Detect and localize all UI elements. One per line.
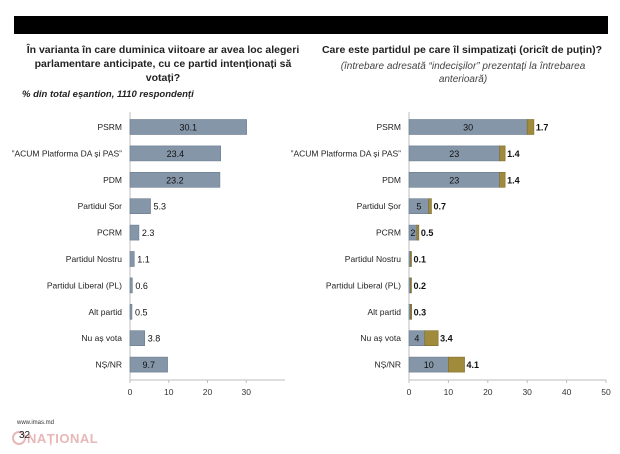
right-category-label: Partidul Liberal (PL) bbox=[326, 280, 401, 290]
right-category-label: ”ACUM Platforma DA și PAS” bbox=[291, 148, 402, 158]
left-value-label: 23.2 bbox=[166, 175, 184, 185]
right-category-label: Partidul Șor bbox=[357, 201, 402, 211]
left-value-label: 9.7 bbox=[143, 360, 156, 370]
right-value-label-declared: 5 bbox=[416, 202, 421, 212]
right-category-label: PSRM bbox=[376, 122, 401, 132]
page-number: 32 bbox=[19, 430, 31, 441]
right-bar-sympathizers bbox=[428, 198, 432, 214]
right-bar-sympathizers bbox=[410, 251, 412, 267]
left-bar bbox=[129, 224, 140, 241]
right-tick-label: 10 bbox=[444, 387, 454, 397]
left-category-label: NȘ/NR bbox=[96, 360, 122, 370]
left-value-label: 1.1 bbox=[137, 255, 150, 265]
right-bar-sympathizers bbox=[499, 145, 506, 162]
left-bar bbox=[129, 303, 133, 320]
right-value-label-sympathizers: 0.1 bbox=[414, 255, 427, 265]
right-tick-label: 40 bbox=[562, 387, 572, 397]
left-category-label: PDM bbox=[103, 175, 122, 185]
left-bar bbox=[129, 356, 168, 373]
right-chart-title: Care este partidul pe care îl simpatizaț… bbox=[321, 44, 603, 56]
left-category-label: PSRM bbox=[97, 122, 122, 132]
footer-url: www.imas.md bbox=[17, 420, 55, 426]
left-value-label: 0.5 bbox=[135, 307, 148, 317]
right-value-label-sympathizers: 0.2 bbox=[414, 281, 427, 291]
left-tick-label: 10 bbox=[164, 387, 174, 397]
right-bar-sympathizers bbox=[410, 277, 412, 294]
left-bar bbox=[129, 145, 221, 162]
left-category-label: PCRM bbox=[97, 228, 122, 238]
left-category-label: ”ACUM Platforma DA și PAS” bbox=[12, 148, 123, 158]
right-value-label-declared: 2 bbox=[410, 228, 415, 238]
logo-ring-icon bbox=[12, 431, 26, 445]
right-value-label-sympathizers: 0.5 bbox=[421, 228, 434, 238]
logo-text: NAȚIONAL bbox=[27, 431, 99, 446]
left-bar bbox=[129, 198, 151, 214]
right-chart-subtitle: (întrebare adresată “indecișilor” prezen… bbox=[340, 61, 586, 85]
right-tick-label: 50 bbox=[601, 387, 611, 397]
left-bar bbox=[129, 119, 247, 135]
right-category-label: PCRM bbox=[376, 228, 401, 238]
left-category-label: Alt partid bbox=[88, 307, 122, 317]
right-bar-sympathizers bbox=[526, 119, 535, 135]
national-logo: NAȚIONAL bbox=[12, 431, 98, 446]
right-bar-sympathizers bbox=[499, 172, 506, 188]
right-value-label-sympathizers: 0.3 bbox=[414, 307, 427, 317]
right-category-label: Nu aș vota bbox=[360, 333, 401, 343]
sample-note: % din total eșantion, 1110 respondenți bbox=[22, 89, 194, 100]
right-value-label-declared: 30 bbox=[463, 123, 473, 133]
right-value-label-sympathizers: 1.7 bbox=[536, 123, 549, 133]
right-value-label-declared: 4 bbox=[414, 334, 419, 344]
right-value-label-declared: 23 bbox=[449, 175, 459, 185]
right-value-label-sympathizers: 3.4 bbox=[440, 334, 453, 344]
right-value-label-sympathizers: 0.7 bbox=[433, 202, 446, 212]
right-tick-label: 30 bbox=[522, 387, 532, 397]
left-category-label: Partidul Nostru bbox=[66, 254, 122, 264]
right-bar-sympathizers bbox=[448, 356, 465, 373]
right-value-label-sympathizers: 4.1 bbox=[467, 360, 480, 370]
right-bar-sympathizers bbox=[424, 330, 439, 347]
right-category-label: NȘ/NR bbox=[375, 360, 401, 370]
left-category-label: Partidul Șor bbox=[78, 201, 123, 211]
left-value-label: 30.1 bbox=[180, 123, 198, 133]
right-tick-label: 20 bbox=[483, 387, 493, 397]
right-bar-sympathizers bbox=[416, 224, 420, 241]
left-value-label: 0.6 bbox=[135, 281, 148, 291]
right-value-label-declared: 10 bbox=[424, 360, 434, 370]
left-value-label: 3.8 bbox=[148, 334, 161, 344]
left-bar bbox=[129, 251, 135, 267]
right-value-label-declared: 23 bbox=[449, 149, 459, 159]
right-tick-label: 0 bbox=[407, 387, 412, 397]
right-category-label: PDM bbox=[382, 175, 401, 185]
left-bar bbox=[129, 277, 133, 294]
left-tick-label: 20 bbox=[203, 387, 213, 397]
left-value-label: 23.4 bbox=[167, 149, 185, 159]
left-category-label: Partidul Liberal (PL) bbox=[47, 280, 122, 290]
right-value-label-sympathizers: 1.4 bbox=[507, 175, 520, 185]
left-value-label: 2.3 bbox=[142, 228, 155, 238]
left-bar bbox=[129, 172, 221, 188]
right-category-label: Partidul Nostru bbox=[345, 254, 401, 264]
right-bar-sympathizers bbox=[410, 303, 412, 320]
left-tick-label: 0 bbox=[128, 387, 133, 397]
left-category-label: Nu aș vota bbox=[81, 333, 122, 343]
left-chart-title: În varianta în care duminica viitoare ar… bbox=[26, 44, 300, 84]
left-value-label: 5.3 bbox=[154, 202, 167, 212]
left-bar bbox=[129, 330, 146, 347]
right-category-label: Alt partid bbox=[367, 307, 401, 317]
header-bar bbox=[14, 16, 608, 34]
right-value-label-sympathizers: 1.4 bbox=[507, 149, 520, 159]
left-tick-label: 30 bbox=[242, 387, 252, 397]
